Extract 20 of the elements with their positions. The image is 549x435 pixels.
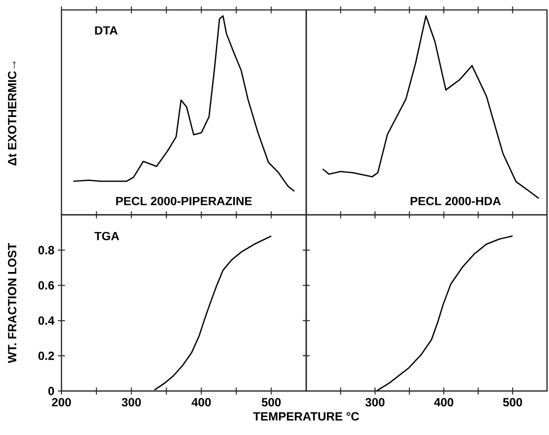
x-tick-label: 500 [503,398,522,406]
y-tick-label: 0.6 [38,281,54,290]
line-series [154,235,272,391]
x-tick-label: 400 [434,398,454,406]
y-axis-title: WT. FRACTION LOST [8,243,16,364]
x-tick-label: 300 [122,398,141,407]
annotation: DTA [95,26,118,35]
annotation: TGA [94,232,120,240]
x-tick-label: 500 [262,398,281,406]
y-tick-label: 0.2 [38,352,54,360]
x-axis-title: TEMPERATURE °C [253,412,360,421]
x-tick-label: 200 [52,398,71,406]
y-tick-label: 0.8 [38,246,54,254]
annotation: PECL 2000-PIPERAZINE [116,196,252,206]
y-tick-label: 0.4 [38,316,54,325]
annotation: PECL 2000-HDA [410,196,501,206]
x-tick-label: 400 [192,398,211,406]
y-axis-title: Δt EXOTHERMIC→ [8,61,16,166]
x-tick-label: 300 [365,398,384,407]
y-tick-label: 0 [48,386,54,396]
